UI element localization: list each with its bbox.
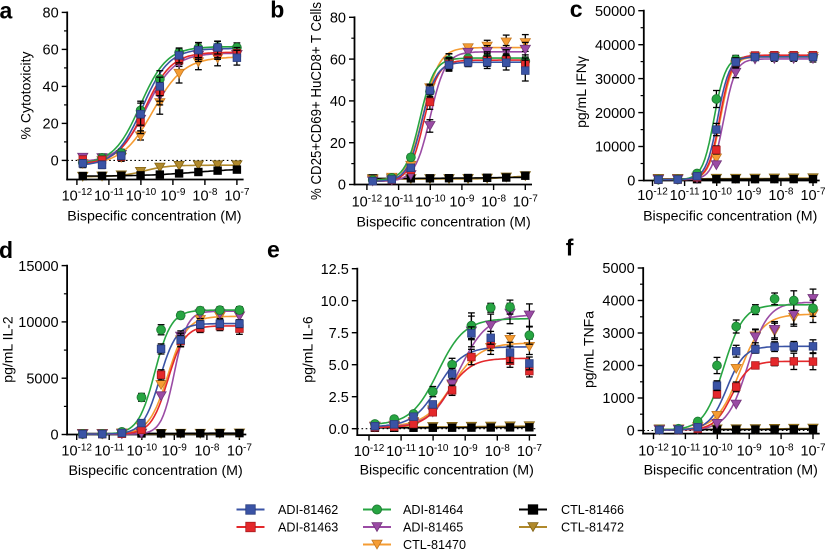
svg-text:10-10: 10-10 [418, 443, 449, 460]
svg-text:CTL-81470: CTL-81470 [403, 538, 466, 550]
svg-text:0: 0 [51, 428, 59, 444]
svg-text:Bispecific concentration (M): Bispecific concentration (M) [644, 463, 818, 479]
svg-text:10-8: 10-8 [485, 443, 510, 460]
svg-text:20000: 20000 [595, 106, 635, 122]
svg-text:60: 60 [330, 52, 346, 68]
svg-text:10-10: 10-10 [127, 442, 158, 459]
svg-text:20: 20 [330, 136, 346, 152]
svg-text:d: d [0, 237, 13, 263]
svg-text:10-9: 10-9 [449, 193, 474, 210]
svg-text:pg/mL IL-6: pg/mL IL-6 [300, 316, 316, 383]
svg-text:c: c [570, 0, 583, 22]
svg-text:Bispecific concentration (M): Bispecific concentration (M) [356, 214, 530, 230]
svg-text:10-10: 10-10 [701, 187, 732, 204]
svg-text:Bispecific concentration (M): Bispecific concentration (M) [360, 463, 534, 479]
svg-text:4000: 4000 [602, 294, 634, 310]
svg-text:% Cytotoxicity: % Cytotoxicity [18, 52, 34, 140]
svg-text:10-7: 10-7 [224, 187, 249, 204]
svg-text:0: 0 [338, 178, 346, 194]
svg-text:5000: 5000 [602, 261, 634, 277]
svg-text:40000: 40000 [595, 38, 635, 54]
svg-text:10-10: 10-10 [702, 443, 733, 460]
svg-text:50000: 50000 [595, 4, 635, 20]
svg-text:12.5: 12.5 [321, 262, 349, 278]
svg-text:Bispecific concentration (M): Bispecific concentration (M) [67, 209, 241, 225]
svg-text:10-7: 10-7 [517, 443, 542, 460]
svg-text:30000: 30000 [595, 72, 635, 88]
svg-text:10-11: 10-11 [386, 443, 416, 460]
svg-text:5.0: 5.0 [329, 358, 349, 374]
svg-text:5000: 5000 [26, 371, 58, 387]
svg-text:10-7: 10-7 [800, 443, 825, 460]
svg-text:10-8: 10-8 [768, 187, 793, 204]
svg-text:0: 0 [51, 154, 59, 170]
svg-text:7.5: 7.5 [329, 326, 349, 342]
svg-text:pg/mL IFNγ: pg/mL IFNγ [573, 56, 589, 128]
svg-text:pg/mL TNFa: pg/mL TNFa [581, 311, 597, 388]
svg-text:10-9: 10-9 [737, 443, 762, 460]
svg-text:1000: 1000 [602, 391, 634, 407]
svg-text:80: 80 [43, 6, 59, 22]
svg-text:10-9: 10-9 [736, 187, 761, 204]
svg-text:10-8: 10-8 [481, 193, 506, 210]
svg-text:10-11: 10-11 [670, 187, 700, 204]
svg-text:2000: 2000 [602, 359, 634, 375]
svg-text:10-8: 10-8 [769, 443, 794, 460]
svg-text:10-7: 10-7 [800, 187, 825, 204]
svg-text:10-11: 10-11 [94, 442, 124, 459]
svg-text:e: e [267, 236, 280, 262]
svg-text:ADI-81465: ADI-81465 [403, 520, 463, 534]
svg-text:2.5: 2.5 [329, 390, 349, 406]
svg-text:10-9: 10-9 [162, 442, 187, 459]
svg-text:10-12: 10-12 [352, 193, 383, 210]
svg-text:10-11: 10-11 [384, 193, 414, 210]
svg-text:10000: 10000 [18, 315, 58, 331]
svg-text:a: a [0, 0, 13, 23]
svg-text:10-12: 10-12 [62, 187, 93, 204]
svg-text:ADI-81462: ADI-81462 [278, 503, 338, 517]
svg-text:10-10: 10-10 [126, 187, 157, 204]
svg-text:10-8: 10-8 [192, 187, 217, 204]
svg-text:0: 0 [627, 174, 635, 190]
svg-text:80: 80 [330, 11, 346, 27]
svg-text:10-12: 10-12 [637, 187, 668, 204]
svg-text:10-10: 10-10 [415, 193, 446, 210]
svg-text:CTL-81466: CTL-81466 [561, 503, 624, 517]
svg-text:10-7: 10-7 [227, 442, 252, 459]
svg-text:20: 20 [43, 117, 59, 133]
svg-text:ADI-81463: ADI-81463 [278, 520, 338, 534]
svg-text:10-12: 10-12 [61, 442, 92, 459]
svg-text:% CD25+CD69+ HuCD8+ T Cells: % CD25+CD69+ HuCD8+ T Cells [308, 2, 325, 200]
svg-text:Bispecific concentration (M): Bispecific concentration (M) [68, 463, 242, 479]
svg-text:10.0: 10.0 [321, 294, 349, 310]
svg-text:0: 0 [627, 424, 635, 440]
svg-text:ADI-81464: ADI-81464 [403, 503, 463, 517]
svg-text:10-11: 10-11 [670, 443, 700, 460]
svg-text:40: 40 [43, 80, 59, 96]
svg-text:10-12: 10-12 [638, 443, 669, 460]
svg-text:10-11: 10-11 [94, 187, 124, 204]
svg-text:10-12: 10-12 [354, 443, 385, 460]
svg-text:15000: 15000 [18, 259, 58, 275]
svg-text:10-8: 10-8 [194, 442, 219, 459]
svg-text:10-9: 10-9 [453, 443, 478, 460]
svg-text:0.0: 0.0 [329, 422, 349, 438]
svg-text:pg/mL IL-2: pg/mL IL-2 [0, 316, 16, 383]
svg-text:10-7: 10-7 [513, 193, 538, 210]
svg-text:40: 40 [330, 94, 346, 110]
svg-text:CTL-81472: CTL-81472 [561, 520, 624, 534]
svg-text:3000: 3000 [602, 326, 634, 342]
svg-text:Bispecific concentration (M): Bispecific concentration (M) [643, 208, 817, 224]
svg-text:10000: 10000 [595, 140, 635, 156]
svg-text:10-9: 10-9 [160, 187, 185, 204]
svg-text:60: 60 [43, 43, 59, 59]
svg-text:f: f [566, 234, 574, 260]
svg-text:b: b [270, 0, 284, 23]
